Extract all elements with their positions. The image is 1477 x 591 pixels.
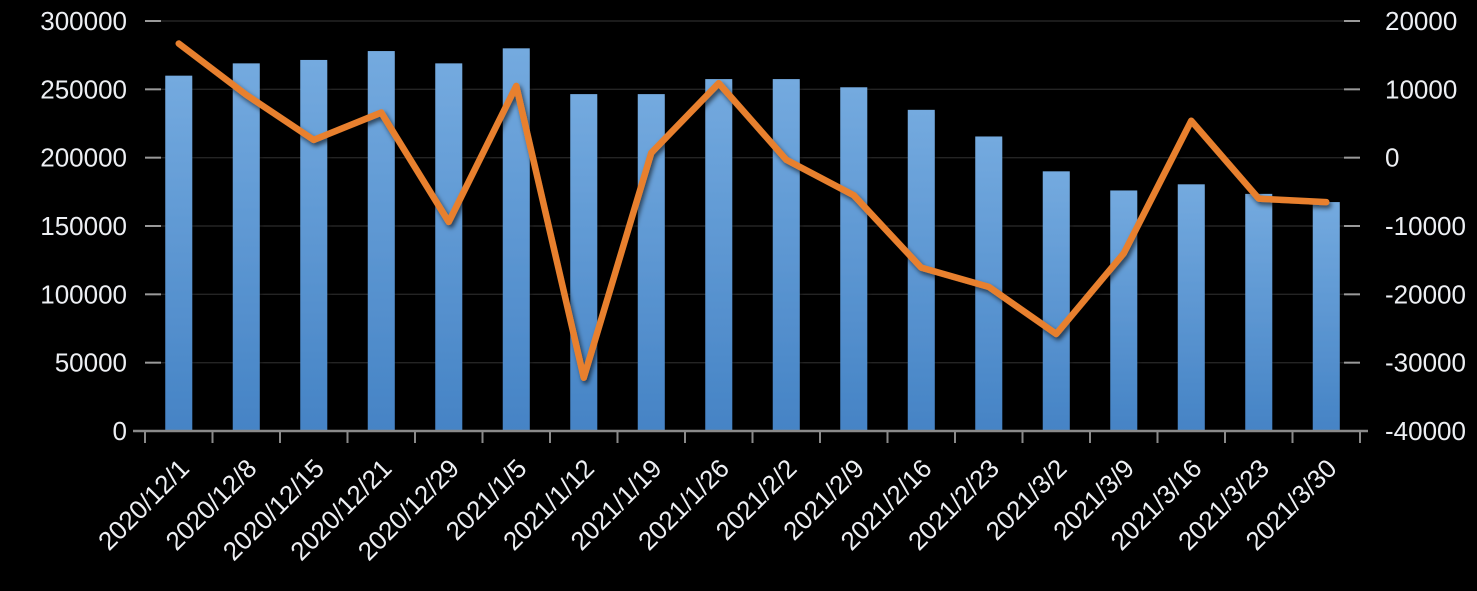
bar[interactable] <box>1110 190 1138 431</box>
left-axis-label: 250000 <box>40 74 127 104</box>
bar-series <box>165 48 1340 432</box>
bar[interactable] <box>1312 202 1340 431</box>
right-axis-label: 10000 <box>1385 74 1457 104</box>
right-axis-label: -30000 <box>1385 348 1466 378</box>
left-axis-label: 0 <box>113 416 127 446</box>
bar[interactable] <box>840 87 868 432</box>
bar[interactable] <box>367 51 395 432</box>
bar[interactable] <box>1177 184 1205 431</box>
bar[interactable] <box>1042 171 1070 432</box>
right-axis-label: 20000 <box>1385 6 1457 36</box>
left-axis-label: 200000 <box>40 143 127 173</box>
bar[interactable] <box>435 63 463 431</box>
left-axis-label: 300000 <box>40 6 127 36</box>
right-axis-label: -20000 <box>1385 279 1466 309</box>
right-axis-label: 0 <box>1385 143 1399 173</box>
left-axis-label: 150000 <box>40 211 127 241</box>
bar[interactable] <box>165 75 193 432</box>
x-axis <box>133 429 1368 443</box>
left-axis-label: 100000 <box>40 279 127 309</box>
bar[interactable] <box>300 59 328 431</box>
bar[interactable] <box>1245 193 1273 431</box>
bar[interactable] <box>772 79 800 431</box>
bar[interactable] <box>705 79 733 431</box>
right-axis-label: -40000 <box>1385 416 1466 446</box>
bar[interactable] <box>232 63 260 431</box>
right-axis-label: -10000 <box>1385 211 1466 241</box>
left-axis-label: 50000 <box>55 348 127 378</box>
line-series-path[interactable] <box>175 40 1330 381</box>
